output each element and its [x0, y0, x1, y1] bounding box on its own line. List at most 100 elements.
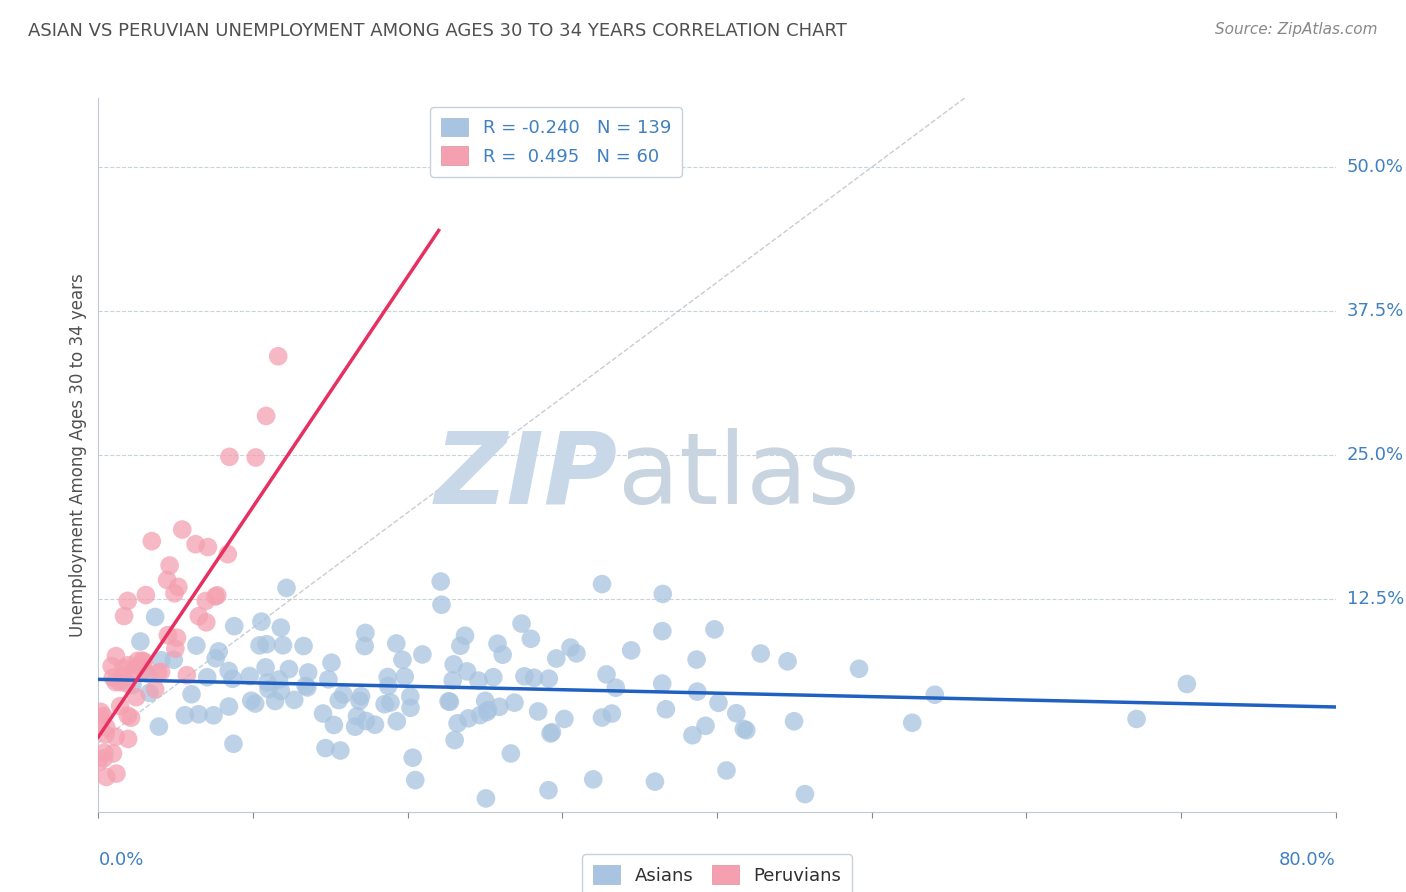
Point [346, 709, 368, 723]
Point [716, 764, 738, 778]
Point [143, 610, 166, 624]
Point [250, 615, 273, 629]
Point [117, 731, 139, 746]
Point [202, 708, 225, 723]
Point [441, 673, 464, 688]
Point [377, 679, 399, 693]
Point [429, 574, 451, 589]
Point [1175, 677, 1198, 691]
Point [513, 669, 536, 683]
Point [138, 686, 160, 700]
Point [595, 667, 617, 681]
Point [121, 678, 143, 692]
Point [364, 717, 387, 731]
Point [195, 615, 218, 630]
Point [681, 728, 703, 742]
Point [207, 588, 229, 602]
Point [488, 699, 510, 714]
Point [108, 675, 131, 690]
Point [492, 648, 515, 662]
Point [457, 711, 479, 725]
Point [686, 684, 709, 698]
Point [194, 594, 217, 608]
Text: 50.0%: 50.0% [1347, 158, 1403, 177]
Point [267, 349, 290, 363]
Point [93, 709, 115, 723]
Point [278, 662, 301, 676]
Point [443, 657, 465, 672]
Point [117, 658, 139, 673]
Point [249, 639, 271, 653]
Point [520, 632, 543, 646]
Point [94, 727, 117, 741]
Point [146, 665, 169, 680]
Point [143, 682, 166, 697]
Point [350, 689, 373, 703]
Point [651, 587, 673, 601]
Text: atlas: atlas [619, 428, 859, 524]
Point [101, 747, 124, 761]
Point [115, 677, 138, 691]
Point [318, 673, 340, 687]
Point [156, 573, 179, 587]
Point [321, 656, 343, 670]
Point [87, 755, 110, 769]
Point [264, 694, 287, 708]
Point [385, 636, 408, 650]
Point [112, 661, 135, 675]
Point [257, 682, 280, 697]
Point [120, 711, 142, 725]
Point [312, 706, 335, 721]
Point [89, 712, 111, 726]
Point [848, 662, 870, 676]
Point [187, 609, 209, 624]
Point [486, 637, 509, 651]
Point [141, 534, 163, 549]
Point [104, 675, 127, 690]
Point [735, 723, 758, 738]
Point [100, 659, 122, 673]
Point [218, 450, 240, 464]
Point [901, 715, 924, 730]
Point [243, 697, 266, 711]
Point [297, 681, 319, 695]
Point [254, 660, 277, 674]
Point [582, 772, 605, 787]
Point [174, 708, 197, 723]
Point [184, 537, 207, 551]
Point [239, 669, 262, 683]
Text: 12.5%: 12.5% [1347, 590, 1405, 607]
Text: 0.0%: 0.0% [98, 851, 143, 869]
Point [176, 668, 198, 682]
Point [294, 679, 316, 693]
Point [510, 616, 533, 631]
Point [245, 450, 267, 465]
Point [537, 672, 560, 686]
Point [204, 651, 226, 665]
Text: ASIAN VS PERUVIAN UNEMPLOYMENT AMONG AGES 30 TO 34 YEARS CORRELATION CHART: ASIAN VS PERUVIAN UNEMPLOYMENT AMONG AGE… [28, 22, 846, 40]
Point [148, 720, 170, 734]
Point [546, 651, 568, 665]
Point [503, 696, 526, 710]
Point [256, 637, 278, 651]
Point [156, 628, 179, 642]
Point [127, 654, 149, 668]
Point [553, 712, 575, 726]
Point [186, 639, 208, 653]
Point [394, 670, 416, 684]
Point [541, 725, 564, 739]
Point [217, 547, 239, 561]
Point [314, 741, 336, 756]
Point [468, 708, 491, 723]
Point [349, 694, 371, 708]
Point [136, 666, 159, 681]
Point [283, 693, 305, 707]
Point [163, 653, 186, 667]
Point [380, 696, 402, 710]
Point [117, 594, 139, 608]
Point [166, 631, 188, 645]
Point [467, 673, 489, 688]
Point [707, 696, 730, 710]
Point [482, 670, 505, 684]
Point [104, 649, 127, 664]
